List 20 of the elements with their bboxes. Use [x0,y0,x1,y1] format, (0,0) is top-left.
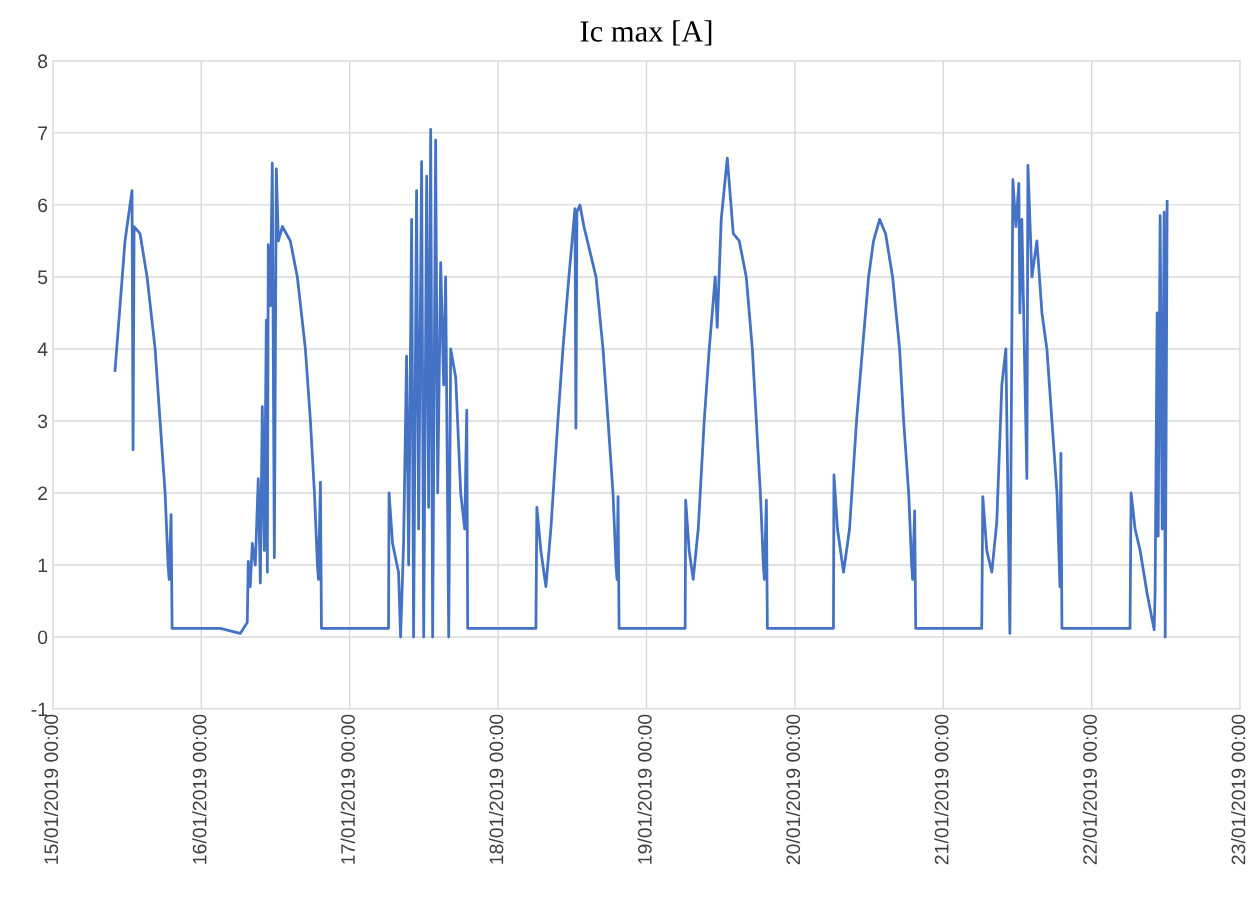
x-tick-label: 18/01/2019 00:00 [489,714,504,864]
x-tick-label: 17/01/2019 00:00 [340,714,355,864]
x-tick-label: 21/01/2019 00:00 [934,714,949,865]
x-tick-label: 20/01/2019 00:00 [785,714,801,865]
y-tick-label: 4 [37,342,48,356]
x-tick-label: 22/01/2019 00:00 [1082,714,1097,865]
x-tick-label: 23/01/2019 00:00 [1231,714,1246,865]
y-tick-label: 1 [38,558,48,573]
y-tick-label: 6 [38,198,48,213]
y-tick-label: 3 [37,414,48,429]
line-series [113,127,1169,639]
y-tick-label: 8 [38,54,48,69]
x-tick-label: 15/01/2019 00:00 [43,714,59,864]
x-tick-label: 19/01/2019 00:00 [637,714,652,864]
chart-title: Ic max [A] [580,20,712,46]
y-tick-label: 2 [38,486,48,501]
y-tick-label: 7 [38,126,48,140]
x-tick-label: 16/01/2019 00:00 [192,714,207,864]
y-tick-label: 5 [37,270,48,285]
y-tick-label: 0 [37,630,48,645]
